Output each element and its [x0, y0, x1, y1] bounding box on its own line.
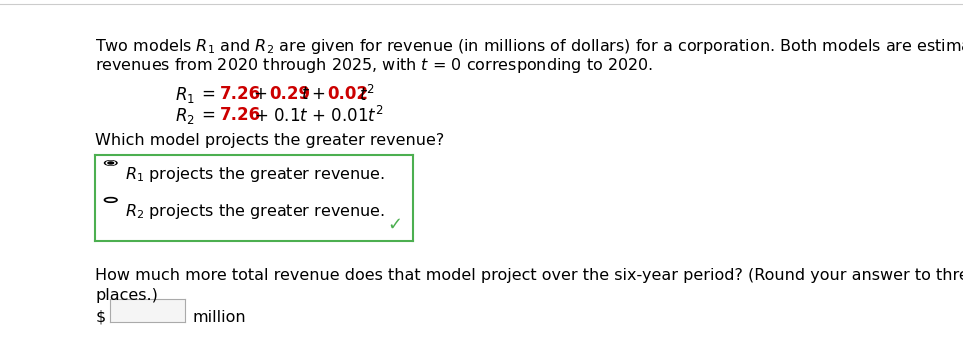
Text: 7.26: 7.26: [221, 106, 261, 124]
Text: +: +: [254, 85, 273, 103]
Text: 0.29: 0.29: [269, 85, 310, 103]
Text: 0.02: 0.02: [326, 85, 368, 103]
Text: =: =: [201, 106, 221, 124]
Text: $t$: $t$: [301, 85, 310, 103]
Text: +: +: [312, 85, 331, 103]
Text: ✓: ✓: [387, 216, 403, 234]
Text: 7.26: 7.26: [221, 85, 261, 103]
Text: $: $: [95, 310, 106, 325]
Text: $t^2$: $t^2$: [359, 85, 375, 105]
Text: =: =: [201, 85, 221, 103]
Text: $R_1$: $R_1$: [175, 85, 195, 105]
Text: places.): places.): [95, 288, 158, 303]
Text: Two models $R_1$ and $R_2$ are given for revenue (in millions of dollars) for a : Two models $R_1$ and $R_2$ are given for…: [95, 37, 963, 56]
Text: million: million: [193, 310, 247, 325]
Text: $R_2$ projects the greater revenue.: $R_2$ projects the greater revenue.: [125, 202, 385, 221]
Text: $R_2$: $R_2$: [175, 106, 195, 126]
Text: + 0.1$t$ + 0.01$t^2$: + 0.1$t$ + 0.01$t^2$: [254, 106, 383, 126]
Text: $R_1$ projects the greater revenue.: $R_1$ projects the greater revenue.: [125, 165, 385, 184]
Text: How much more total revenue does that model project over the six-year period? (R: How much more total revenue does that mo…: [95, 268, 963, 283]
Text: Which model projects the greater revenue?: Which model projects the greater revenue…: [95, 133, 445, 148]
Text: revenues from 2020 through 2025, with $t$ = 0 corresponding to 2020.: revenues from 2020 through 2025, with $t…: [95, 56, 654, 75]
